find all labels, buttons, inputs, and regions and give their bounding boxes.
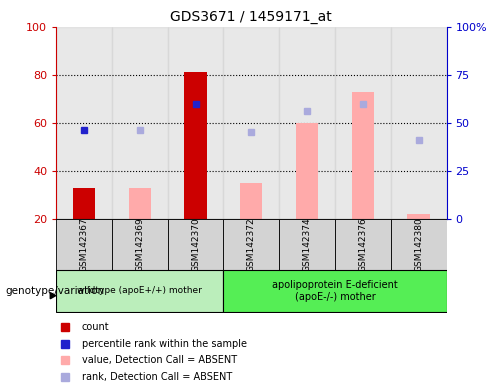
Text: GSM142370: GSM142370 [191,217,200,272]
Bar [73,188,95,219]
FancyBboxPatch shape [168,219,224,271]
Bar [391,27,447,219]
Bar [296,123,318,219]
Text: GSM142372: GSM142372 [247,217,256,272]
FancyBboxPatch shape [224,270,447,312]
Text: GSM142367: GSM142367 [80,217,88,272]
Text: rank, Detection Call = ABSENT: rank, Detection Call = ABSENT [82,372,232,382]
Text: percentile rank within the sample: percentile rank within the sample [82,339,247,349]
Bar [407,214,430,219]
Bar [224,27,279,219]
Bar [184,73,207,219]
Bar [352,92,374,219]
FancyBboxPatch shape [56,219,112,271]
FancyBboxPatch shape [391,219,447,271]
Text: wildtype (apoE+/+) mother: wildtype (apoE+/+) mother [77,286,202,295]
Text: count: count [82,322,109,332]
Bar [240,183,263,219]
Bar [112,27,168,219]
Title: GDS3671 / 1459171_at: GDS3671 / 1459171_at [170,10,332,25]
FancyBboxPatch shape [224,219,279,271]
Text: GSM142369: GSM142369 [135,217,144,272]
Bar [168,27,224,219]
Text: GSM142380: GSM142380 [414,217,423,272]
Bar [56,27,112,219]
Text: value, Detection Call = ABSENT: value, Detection Call = ABSENT [82,356,237,366]
Text: GSM142374: GSM142374 [303,217,312,272]
FancyBboxPatch shape [279,219,335,271]
Text: GSM142376: GSM142376 [358,217,367,272]
FancyBboxPatch shape [112,219,168,271]
Bar [129,188,151,219]
FancyBboxPatch shape [335,219,391,271]
Bar [335,27,391,219]
FancyBboxPatch shape [56,270,224,312]
Bar [279,27,335,219]
Polygon shape [50,293,56,299]
Text: genotype/variation: genotype/variation [5,286,104,296]
Text: apolipoprotein E-deficient
(apoE-/-) mother: apolipoprotein E-deficient (apoE-/-) mot… [272,280,398,302]
